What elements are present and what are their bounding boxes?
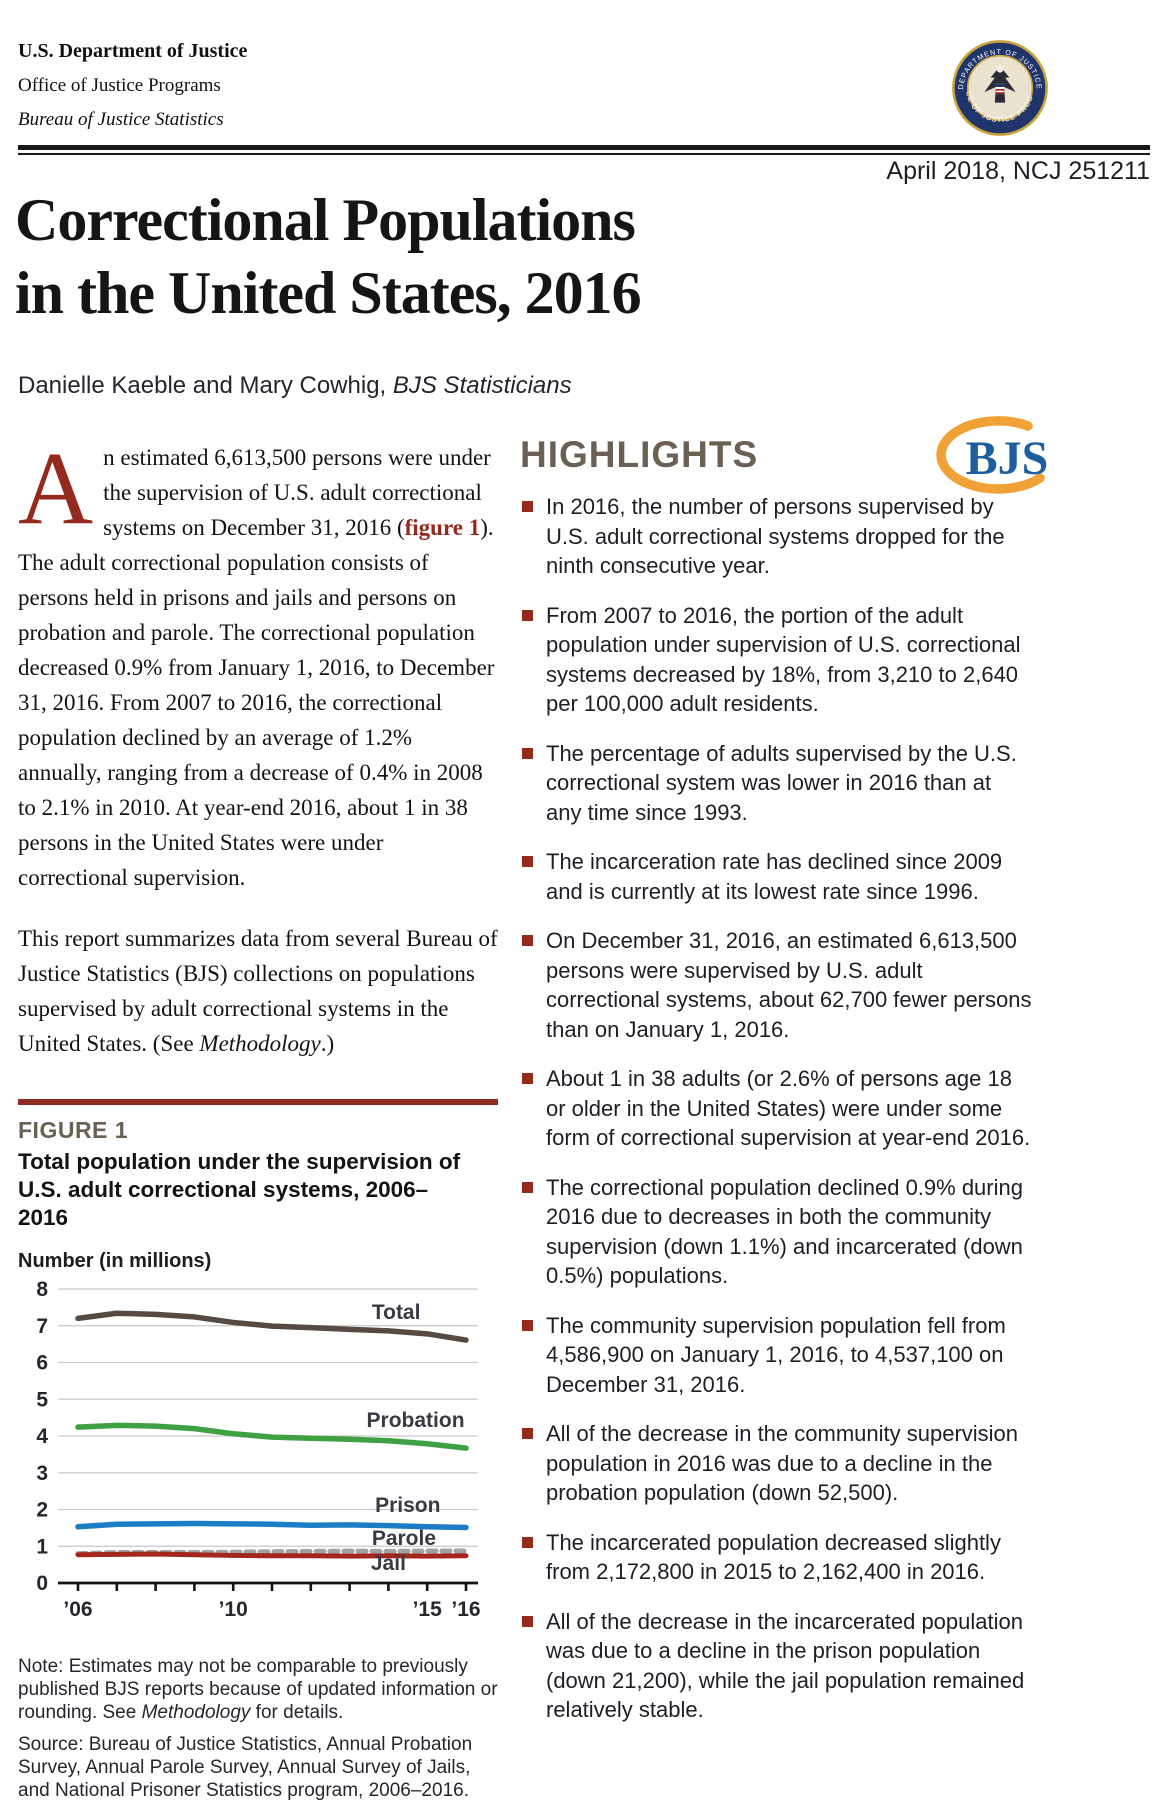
bullet-square-icon <box>522 1319 533 1331</box>
bjs-logo-swoosh <box>936 416 1045 494</box>
svg-text:’15: ’15 <box>413 1598 443 1621</box>
bullet-square-icon <box>522 1073 533 1084</box>
svg-text:’16: ’16 <box>451 1598 480 1621</box>
seal-eagle-icon <box>984 65 1016 103</box>
intro-p2-text-a: This report summarizes data from several… <box>18 926 498 1056</box>
date-ncj-line: April 2018, NCJ 251211 <box>886 157 1150 185</box>
figure-title: Total population under the supervision o… <box>18 1149 461 1230</box>
svg-text:Prison: Prison <box>375 1494 440 1517</box>
bullet-square-icon <box>522 609 533 621</box>
bullet-square-icon <box>522 747 533 759</box>
figure-note: Note: Estimates may not be comparable to… <box>18 1655 498 1723</box>
highlight-item: From 2007 to 2016, the portion of the ad… <box>520 601 1032 719</box>
bullet-square-icon <box>522 1428 533 1439</box>
svg-text:’10: ’10 <box>219 1598 248 1621</box>
bullet-square-icon <box>522 1615 533 1627</box>
letterhead-office: Office of Justice Programs <box>18 75 221 96</box>
highlight-item: The incarcerated population decreased sl… <box>520 1528 1032 1587</box>
letterhead-bureau: Bureau of Justice Statistics <box>18 109 224 130</box>
bjs-logo-icon: BJS <box>936 416 1049 494</box>
highlights-heading: HIGHLIGHTS <box>520 434 759 475</box>
report-title: Correctional Populations in the United S… <box>15 184 642 330</box>
svg-text:Jail: Jail <box>371 1551 406 1574</box>
report-title-line2: in the United States, 2016 <box>15 260 642 327</box>
bullet-square-icon <box>522 935 533 946</box>
note-methodology-reference[interactable]: Methodology <box>141 1701 251 1723</box>
highlight-item: The percentage of adults supervised by t… <box>520 739 1032 828</box>
intro-paragraph-2: This report summarizes data from several… <box>18 921 498 1061</box>
bullet-square-icon <box>522 501 533 512</box>
svg-text:0: 0 <box>36 1572 48 1595</box>
figure-rule <box>18 1099 498 1105</box>
bullet-square-icon <box>522 1536 533 1548</box>
highlight-item: In 2016, the number of persons supervise… <box>520 492 1032 581</box>
svg-text:Parole: Parole <box>372 1526 436 1549</box>
highlight-item: About 1 in 38 adults (or 2.6% of persons… <box>520 1064 1032 1153</box>
byline-role: BJS Statisticians <box>392 372 572 399</box>
intro-p1-text-b: ). The adult correctional population con… <box>18 515 495 890</box>
highlight-item: On December 31, 2016, an estimated 6,613… <box>520 926 1032 1044</box>
svg-text:8: 8 <box>36 1278 48 1301</box>
intro-p1-text-a: n estimated 6,613,500 persons were under… <box>103 445 491 540</box>
figure-label: FIGURE 1 <box>18 1117 129 1143</box>
intro-p2-text-b: .) <box>320 1031 335 1056</box>
svg-text:6: 6 <box>36 1351 48 1374</box>
svg-text:3: 3 <box>36 1461 48 1484</box>
bullet-square-icon <box>522 1181 533 1193</box>
header-divider <box>18 145 1150 155</box>
svg-text:4: 4 <box>36 1425 48 1448</box>
svg-text:Total: Total <box>372 1301 421 1324</box>
chart-y-axis-title: Number (in millions) <box>18 1249 212 1272</box>
letterhead-department: U.S. Department of Justice <box>18 40 248 62</box>
figure-source: Source: Bureau of Justice Statistics, An… <box>18 1733 473 1801</box>
byline: Danielle Kaeble and Mary Cowhig, BJS Sta… <box>18 372 572 400</box>
svg-text:5: 5 <box>36 1388 48 1411</box>
highlight-item: The incarceration rate has declined sinc… <box>520 847 1032 906</box>
report-title-line1: Correctional Populations <box>15 187 636 253</box>
byline-authors: Danielle Kaeble and Mary Cowhig, <box>18 372 393 399</box>
highlight-item: The community supervision population fel… <box>520 1311 1032 1400</box>
methodology-reference[interactable]: Methodology <box>199 1031 321 1056</box>
figure-1-reference[interactable]: figure 1 <box>404 515 481 540</box>
figure-1-section: FIGURE 1 Total population under the supe… <box>18 1099 498 1802</box>
doj-seal-icon: DEPARTMENT OF JUSTICE OFFICE OF JUSTICE … <box>950 38 1048 136</box>
highlight-item: The correctional population declined 0.9… <box>520 1173 1032 1291</box>
svg-text:’06: ’06 <box>63 1598 92 1621</box>
svg-text:2: 2 <box>36 1498 48 1521</box>
svg-text:1: 1 <box>36 1535 48 1558</box>
svg-text:7: 7 <box>36 1314 48 1337</box>
highlights-list: In 2016, the number of persons supervise… <box>520 492 1154 1725</box>
right-column: BJS HIGHLIGHTS In 2016, the number of pe… <box>520 416 1154 1745</box>
line-chart: 0 1 2 3 4 5 6 7 8 ’06 ’10 ’15 ’16 Total Probation Priso… <box>36 1278 480 1621</box>
highlight-item: All of the decrease in the incarcerated … <box>520 1607 1032 1725</box>
letterhead: U.S. Department of Justice Office of Jus… <box>18 40 247 131</box>
bjs-logo-text: BJS <box>966 432 1049 485</box>
highlight-item: All of the decrease in the community sup… <box>520 1419 1032 1508</box>
dropcap-letter: A <box>18 431 94 546</box>
bullet-square-icon <box>522 856 533 867</box>
svg-text:Probation: Probation <box>367 1408 465 1431</box>
